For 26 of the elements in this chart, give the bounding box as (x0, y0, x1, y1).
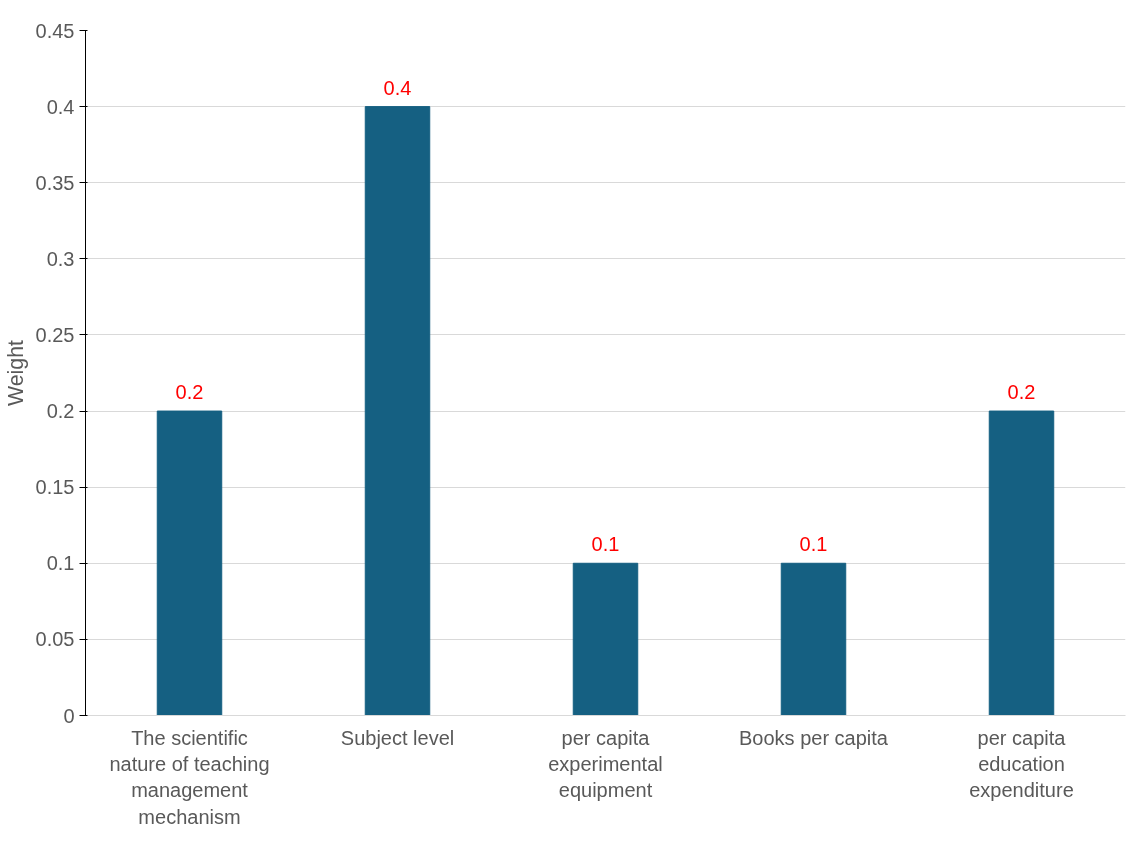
x-tick-label: per capita education expenditure (969, 726, 1074, 802)
x-tick-label: per capita experimental equipment (548, 726, 663, 802)
y-tick-label: 0.2 (46, 400, 75, 423)
bar (572, 562, 639, 716)
x-tick-label: Subject level (340, 726, 455, 749)
y-tick-label: 0.3 (46, 247, 75, 270)
y-tick-label: 0.45 (35, 19, 75, 42)
y-tick-label: 0.15 (35, 476, 75, 499)
y-tick-label: 0.25 (35, 323, 75, 346)
bar (988, 410, 1055, 716)
data-label: 0.2 (1007, 381, 1036, 404)
y-axis-title: Weight (3, 339, 28, 406)
y-tick-label: 0.05 (35, 628, 75, 651)
y-tick-label: 0.35 (35, 171, 75, 194)
data-label: 0.4 (383, 76, 412, 99)
bar (780, 562, 847, 716)
data-label: 0.1 (591, 533, 620, 556)
x-tick-label: The scientific nature of teaching management mechanism (109, 726, 270, 828)
y-tick-label: 0.1 (46, 552, 75, 575)
y-tick-label: 0.4 (46, 95, 75, 118)
bar (364, 106, 431, 716)
bar (156, 410, 223, 716)
x-tick-label: Books per capita (739, 726, 889, 749)
data-label: 0.2 (175, 381, 204, 404)
data-label: 0.1 (799, 533, 828, 556)
y-tick-label: 0 (63, 704, 75, 727)
